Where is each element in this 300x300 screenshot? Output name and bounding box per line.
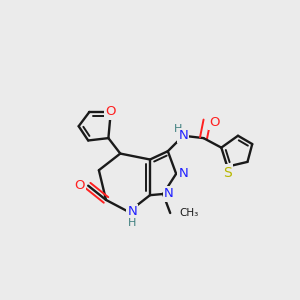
- Text: N: N: [178, 129, 188, 142]
- Text: H: H: [128, 218, 136, 227]
- Text: O: O: [209, 116, 219, 129]
- Text: S: S: [223, 166, 232, 180]
- Text: O: O: [106, 106, 116, 118]
- Text: O: O: [75, 179, 85, 192]
- Text: N: N: [178, 167, 188, 180]
- Text: CH₃: CH₃: [180, 208, 199, 218]
- Text: H: H: [174, 124, 183, 134]
- Text: N: N: [127, 205, 137, 218]
- Text: N: N: [164, 188, 174, 200]
